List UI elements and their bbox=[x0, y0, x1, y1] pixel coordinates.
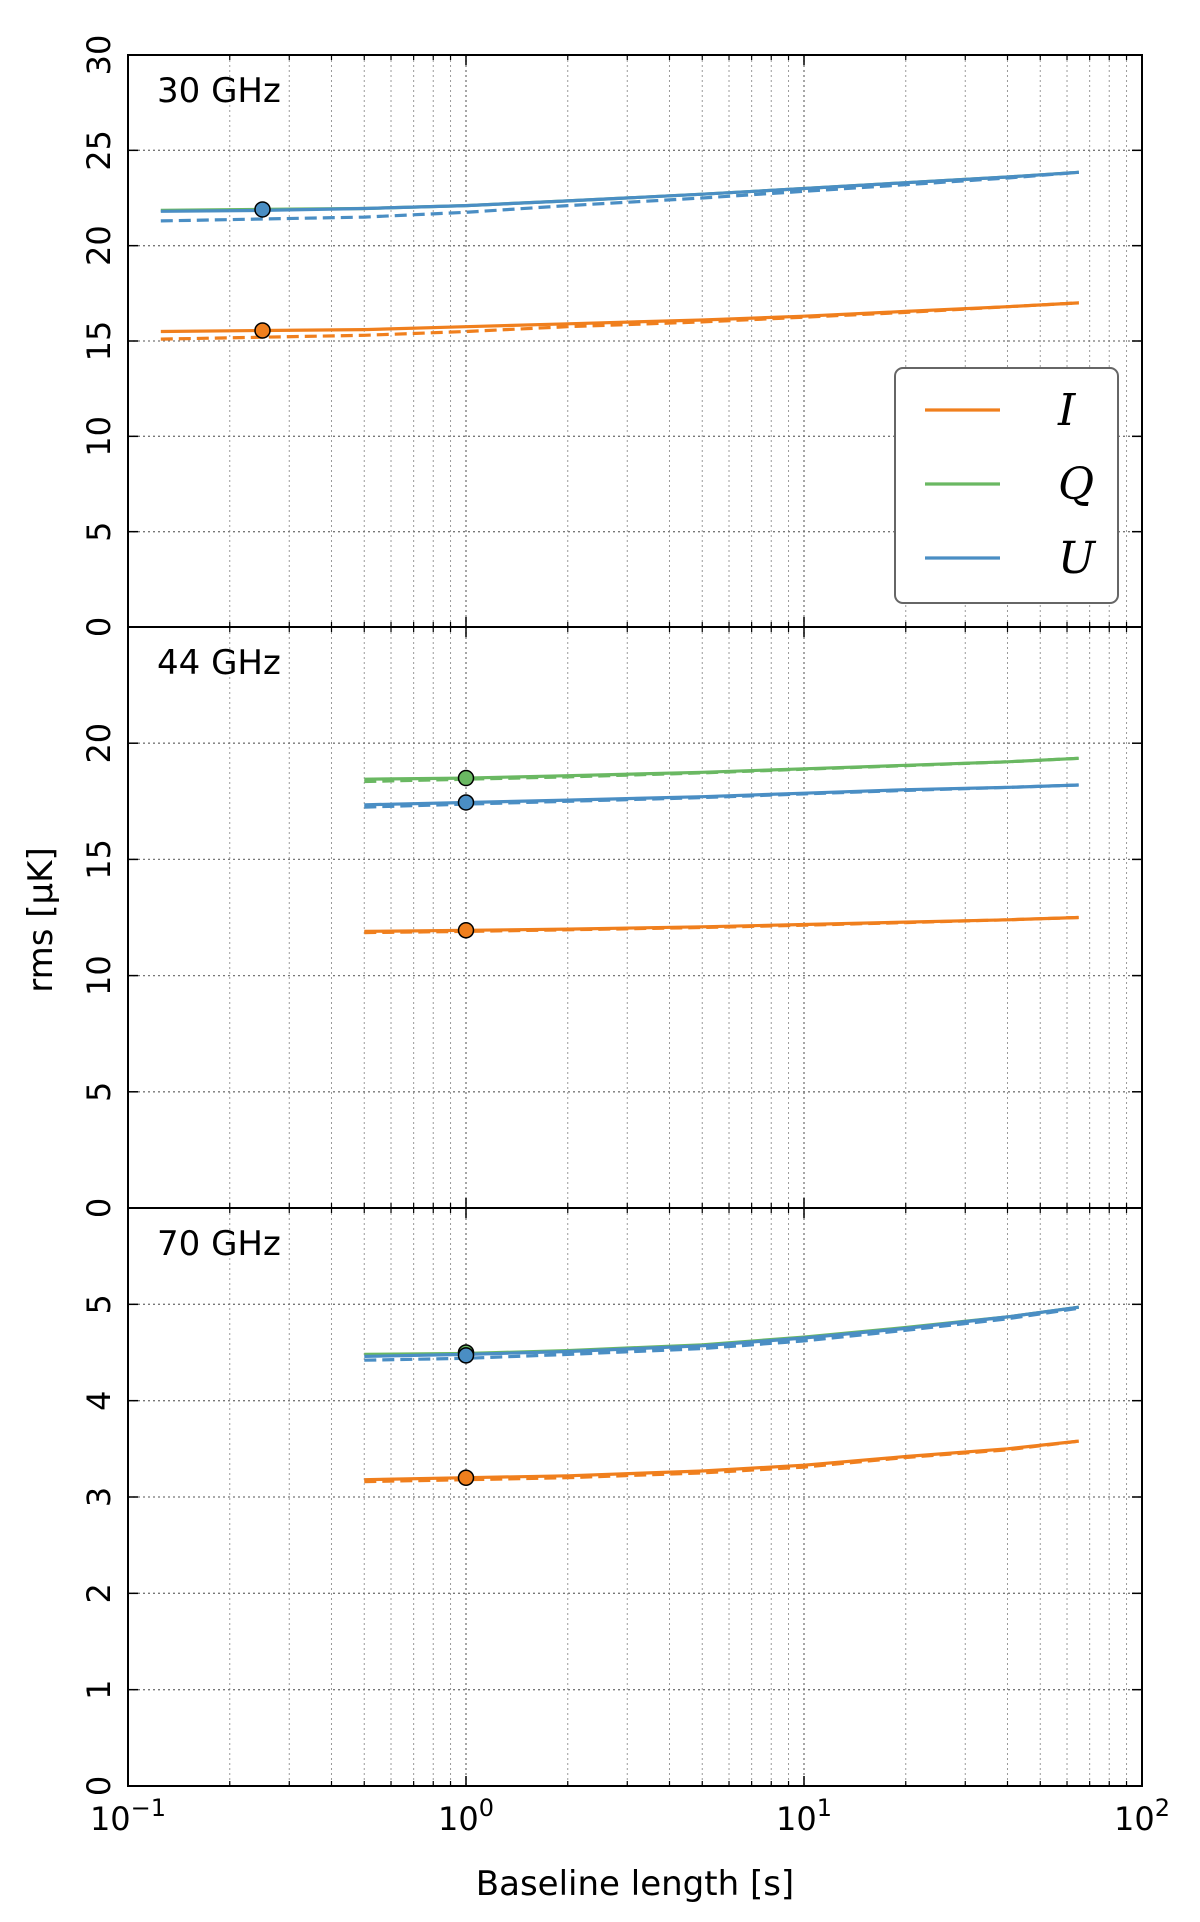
series-line-I-dashed bbox=[364, 1439, 1079, 1484]
series-line-U-solid bbox=[364, 1305, 1080, 1358]
series-line-Q-solid bbox=[160, 170, 1079, 212]
panel-70-ghz: 0 1 2 3 4 5 70 GHz bbox=[80, 1207, 1143, 1796]
y-tick-label: 3 bbox=[80, 1487, 118, 1507]
panel-frame bbox=[127, 1207, 1143, 1787]
series-group bbox=[364, 1305, 1080, 1484]
y-tick-label: 5 bbox=[80, 1082, 118, 1102]
y-axis-title: rms [μK] bbox=[21, 847, 61, 992]
data-marker-U bbox=[457, 1347, 475, 1364]
panel-label: 30 GHz bbox=[157, 71, 281, 111]
y-tick-label: 20 bbox=[80, 225, 118, 266]
y-tick-label: 25 bbox=[80, 130, 118, 171]
series-line-I-dashed bbox=[160, 301, 1079, 341]
data-marker-U bbox=[254, 201, 271, 218]
y-tick-label: 0 bbox=[80, 617, 118, 637]
y-tick-label: 1 bbox=[80, 1679, 118, 1699]
x-tick-label: 101 bbox=[776, 1794, 832, 1838]
data-marker-I bbox=[254, 322, 271, 339]
data-marker-U bbox=[457, 794, 475, 811]
x-tick-exponent: 2 bbox=[1155, 1794, 1170, 1822]
legend: IQU bbox=[894, 367, 1119, 604]
y-tick-label: 0 bbox=[80, 1198, 118, 1218]
x-tick-exponent: −1 bbox=[131, 1794, 166, 1822]
panel-44-ghz: 0 5 10 15 20 44 GHz bbox=[80, 626, 1143, 1218]
panel-label: 70 GHz bbox=[157, 1224, 281, 1264]
y-tick-label: 10 bbox=[80, 416, 118, 457]
y-tick-label: 20 bbox=[80, 723, 118, 764]
y-tick-label: 0 bbox=[80, 1776, 118, 1796]
series-line-I-solid bbox=[364, 1439, 1079, 1482]
x-tick-label: 100 bbox=[438, 1794, 494, 1838]
x-axis-title: Baseline length [s] bbox=[476, 1864, 794, 1904]
x-tick-exponent: 1 bbox=[817, 1794, 832, 1822]
panel-frame bbox=[127, 626, 1143, 1209]
x-tick-label: 10−1 bbox=[90, 1794, 166, 1838]
legend-box bbox=[894, 367, 1119, 604]
y-tick-label: 5 bbox=[80, 1294, 118, 1314]
series-line-Q-dashed bbox=[364, 756, 1079, 784]
y-tick-label: 30 bbox=[80, 35, 118, 76]
series-group bbox=[160, 170, 1079, 341]
series-line-U-dashed bbox=[160, 170, 1079, 223]
y-tick-label: 15 bbox=[80, 321, 118, 362]
series-line-U-solid bbox=[160, 170, 1079, 213]
legend-label-I: I bbox=[1057, 385, 1077, 436]
series-line-U-dashed bbox=[364, 783, 1079, 809]
y-tick-label: 15 bbox=[80, 839, 118, 880]
panel-label: 44 GHz bbox=[157, 643, 281, 683]
y-tick-label: 2 bbox=[80, 1583, 118, 1603]
y-tick-label: 4 bbox=[80, 1390, 118, 1410]
data-marker-I bbox=[457, 922, 475, 939]
legend-label-Q: Q bbox=[1058, 459, 1094, 510]
series-line-U-dashed bbox=[364, 1306, 1080, 1362]
data-marker-I bbox=[457, 1469, 475, 1486]
y-tick-label: 5 bbox=[80, 521, 118, 541]
x-tick-exponent: 0 bbox=[479, 1794, 494, 1822]
series-group bbox=[364, 756, 1079, 935]
y-tick-label: 10 bbox=[80, 955, 118, 996]
series-line-I-solid bbox=[160, 301, 1079, 334]
series-line-I-dashed bbox=[364, 915, 1079, 935]
data-marker-Q bbox=[457, 769, 475, 787]
legend-label-U: U bbox=[1058, 533, 1097, 584]
x-tick-label: 102 bbox=[1114, 1794, 1170, 1838]
